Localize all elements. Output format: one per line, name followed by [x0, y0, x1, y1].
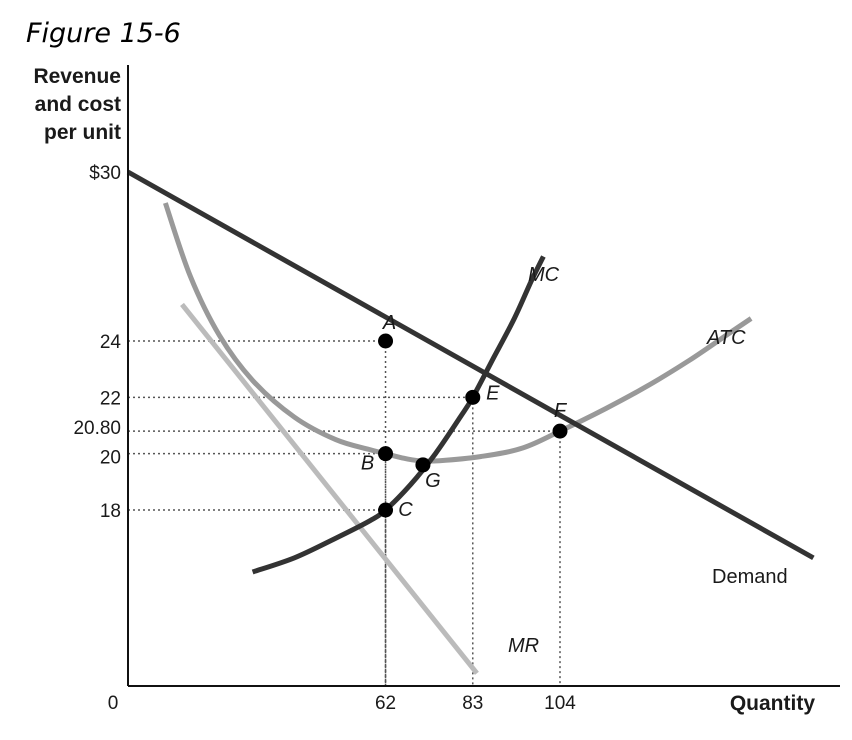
reference-lines — [128, 340, 561, 686]
point-g — [415, 457, 431, 473]
demand-curve — [126, 169, 815, 561]
mc-label: MC — [528, 264, 560, 286]
demand-label: Demand — [712, 566, 788, 588]
point-label-f: F — [554, 400, 568, 422]
atc-label: ATC — [706, 327, 746, 349]
point-f — [552, 423, 568, 439]
mr-label: MR — [508, 635, 539, 657]
origin-label: 0 — [108, 693, 119, 714]
x-axis-label: Quantity — [730, 692, 815, 715]
figure-title: Figure 15-6 — [26, 18, 181, 49]
y-tick-label-22: 22 — [100, 388, 121, 409]
mc-curve — [251, 255, 546, 575]
point-c — [378, 502, 394, 518]
y-axis-label-line-2: and cost — [35, 93, 121, 116]
series-lines — [126, 169, 815, 675]
axes — [127, 65, 840, 687]
y-axis-label-line-1: Revenue — [33, 65, 121, 88]
point-label-b: B — [361, 453, 374, 475]
x-tick-label-62: 62 — [375, 693, 396, 714]
point-label-a: A — [382, 312, 396, 334]
mr-curve — [180, 302, 479, 675]
point-b — [378, 446, 394, 462]
y-tick-label-20: 20 — [100, 448, 121, 469]
x-tick-label-104: 104 — [544, 693, 576, 714]
y-axis-label: Revenue and cost per unit — [33, 65, 121, 144]
point-label-c: C — [398, 499, 413, 521]
y-tick-label-20-80: 20.80 — [73, 418, 121, 439]
y-axis-label-line-3: per unit — [44, 121, 121, 144]
tick-labels: $30 24 22 20.80 20 18 62 83 104 0 Quantity — [73, 163, 815, 715]
point-e — [465, 389, 481, 405]
point-label-g: G — [425, 470, 441, 492]
y-tick-label-18: 18 — [100, 501, 121, 522]
y-tick-label-30: $30 — [89, 163, 121, 184]
points: A E F B GC — [361, 312, 568, 521]
x-tick-label-83: 83 — [462, 693, 483, 714]
point-a — [378, 333, 394, 349]
y-tick-label-24: 24 — [100, 332, 122, 353]
curve-labels: Demand MR MC ATC — [508, 264, 788, 657]
point-label-e: E — [486, 382, 500, 404]
